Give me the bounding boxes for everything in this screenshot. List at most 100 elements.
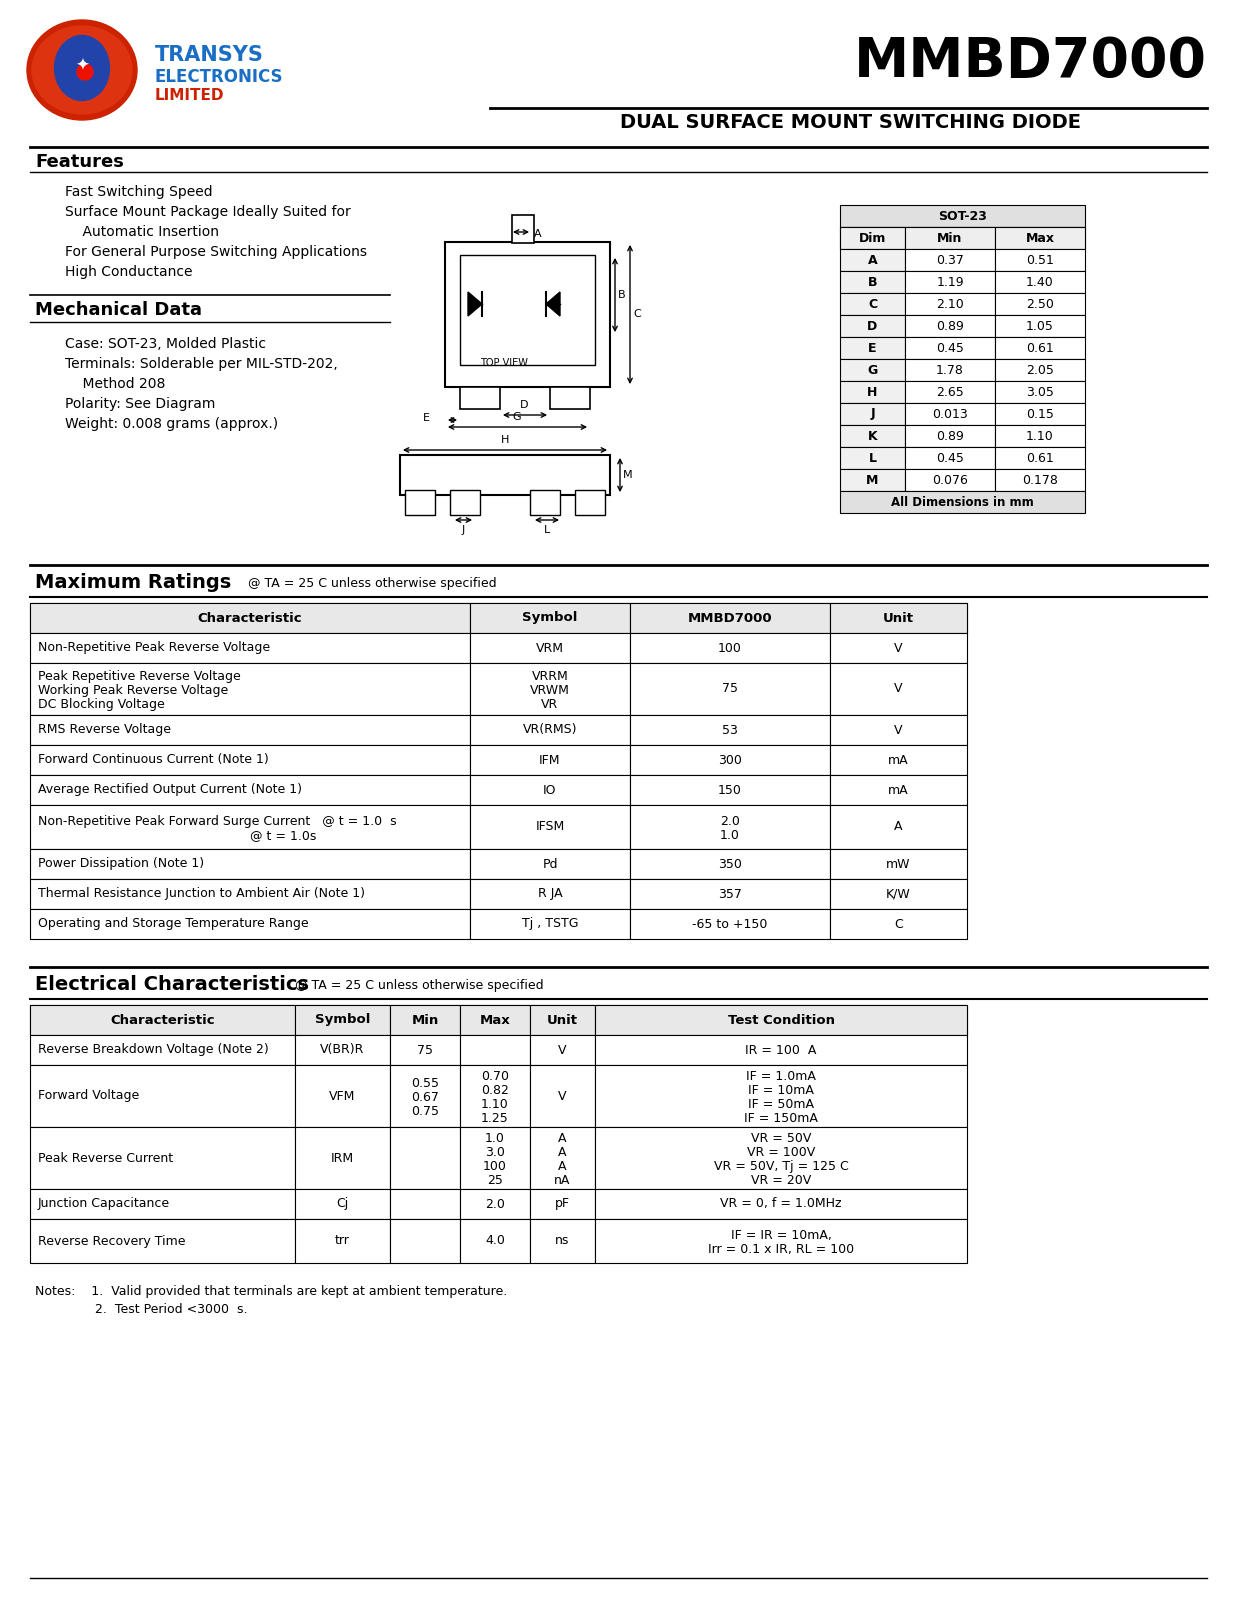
Text: A: A (558, 1133, 567, 1146)
Bar (630, 878, 830, 909)
Bar (460, 387, 500, 410)
Text: A: A (894, 821, 903, 834)
Text: Electrical Characteristics: Electrical Characteristics (35, 974, 309, 994)
Bar (995, 293, 1085, 315)
Bar (905, 426, 995, 446)
Text: DC Blocking Voltage: DC Blocking Voltage (38, 698, 165, 710)
Text: Notes:    1.  Valid provided that terminals are kept at ambient temperature.: Notes: 1. Valid provided that terminals … (35, 1285, 507, 1298)
Bar (460, 1219, 529, 1262)
Bar (830, 715, 967, 746)
Bar (905, 293, 995, 315)
Text: MMBD7000: MMBD7000 (854, 35, 1207, 90)
Bar (905, 227, 995, 250)
Bar (470, 662, 630, 715)
Bar (294, 1219, 390, 1262)
Bar (30, 850, 470, 878)
Text: 0.75: 0.75 (411, 1106, 439, 1118)
Bar (294, 1126, 390, 1189)
Text: C: C (633, 309, 641, 318)
Text: 100: 100 (717, 642, 742, 654)
Text: 3.0: 3.0 (485, 1146, 505, 1158)
Bar (995, 250, 1085, 270)
Text: Peak Repetitive Reverse Voltage: Peak Repetitive Reverse Voltage (38, 670, 241, 683)
Text: J: J (870, 408, 875, 421)
Bar (830, 805, 967, 850)
Text: RMS Reverse Voltage: RMS Reverse Voltage (38, 723, 171, 736)
Bar (30, 909, 470, 939)
Bar (995, 227, 1085, 250)
Text: trr: trr (335, 1235, 350, 1248)
Text: 2.0: 2.0 (720, 814, 740, 829)
Bar (995, 315, 1085, 338)
Text: 0.45: 0.45 (936, 341, 964, 355)
Bar (840, 315, 905, 338)
Text: C: C (868, 298, 877, 310)
Text: VR = 20V: VR = 20V (751, 1174, 811, 1187)
Bar (470, 746, 630, 774)
Text: Cj: Cj (336, 1197, 349, 1211)
Bar (460, 1005, 529, 1035)
Text: pF: pF (555, 1197, 570, 1211)
Text: @ TA = 25 C unless otherwise specified: @ TA = 25 C unless otherwise specified (294, 979, 543, 992)
Text: Average Rectified Output Current (Note 1): Average Rectified Output Current (Note 1… (38, 784, 302, 797)
Text: Reverse Breakdown Voltage (Note 2): Reverse Breakdown Voltage (Note 2) (38, 1043, 268, 1056)
Text: ✦: ✦ (75, 58, 89, 75)
Text: H: H (867, 386, 878, 398)
Text: VR = 0, f = 1.0MHz: VR = 0, f = 1.0MHz (720, 1197, 841, 1211)
Bar (840, 426, 905, 446)
Text: V(BR)R: V(BR)R (320, 1043, 365, 1056)
Text: 75: 75 (417, 1043, 433, 1056)
Text: IFSM: IFSM (536, 821, 564, 834)
Bar (575, 490, 605, 515)
Text: A: A (558, 1160, 567, 1173)
Bar (550, 387, 590, 410)
Text: M: M (866, 474, 878, 486)
Text: 0.15: 0.15 (1025, 408, 1054, 421)
Bar (460, 1126, 529, 1189)
Text: Method 208: Method 208 (66, 378, 166, 390)
Text: VR: VR (542, 698, 559, 710)
Text: Thermal Resistance Junction to Ambient Air (Note 1): Thermal Resistance Junction to Ambient A… (38, 888, 365, 901)
Bar (450, 490, 480, 515)
Bar (995, 338, 1085, 358)
Bar (390, 1005, 460, 1035)
Text: VR = 100V: VR = 100V (747, 1146, 815, 1158)
Bar (905, 315, 995, 338)
Bar (529, 490, 560, 515)
Text: Min: Min (412, 1013, 439, 1027)
Text: -65 to +150: -65 to +150 (693, 917, 768, 931)
Text: @ t = 1.0s: @ t = 1.0s (38, 829, 317, 842)
Bar (30, 1035, 294, 1066)
Bar (404, 490, 435, 515)
Text: 53: 53 (722, 723, 738, 736)
Bar (630, 634, 830, 662)
Bar (30, 805, 470, 850)
Text: G: G (512, 411, 521, 422)
Text: 1.25: 1.25 (481, 1112, 508, 1125)
Text: Terminals: Solderable per MIL-STD-202,: Terminals: Solderable per MIL-STD-202, (66, 357, 338, 371)
Bar (905, 469, 995, 491)
Text: 300: 300 (717, 754, 742, 766)
Text: 1.19: 1.19 (936, 275, 964, 288)
Bar (460, 1066, 529, 1126)
Text: Pd: Pd (542, 858, 558, 870)
Bar (30, 603, 470, 634)
Text: IF = 10mA: IF = 10mA (748, 1085, 814, 1098)
Bar (30, 878, 470, 909)
Bar (460, 1035, 529, 1066)
Ellipse shape (27, 19, 137, 120)
Bar (905, 446, 995, 469)
Text: TRANSYS: TRANSYS (155, 45, 263, 66)
Text: B: B (618, 290, 626, 301)
Text: 25: 25 (487, 1174, 503, 1187)
Text: MMBD7000: MMBD7000 (688, 611, 772, 624)
Text: Case: SOT-23, Molded Plastic: Case: SOT-23, Molded Plastic (66, 338, 266, 350)
Bar (905, 403, 995, 426)
Text: B: B (867, 275, 877, 288)
Bar (630, 805, 830, 850)
Text: Fast Switching Speed: Fast Switching Speed (66, 186, 213, 198)
Text: 0.37: 0.37 (936, 253, 964, 267)
Text: VR(RMS): VR(RMS) (523, 723, 578, 736)
Text: G: G (867, 363, 877, 376)
Text: 1.05: 1.05 (1025, 320, 1054, 333)
